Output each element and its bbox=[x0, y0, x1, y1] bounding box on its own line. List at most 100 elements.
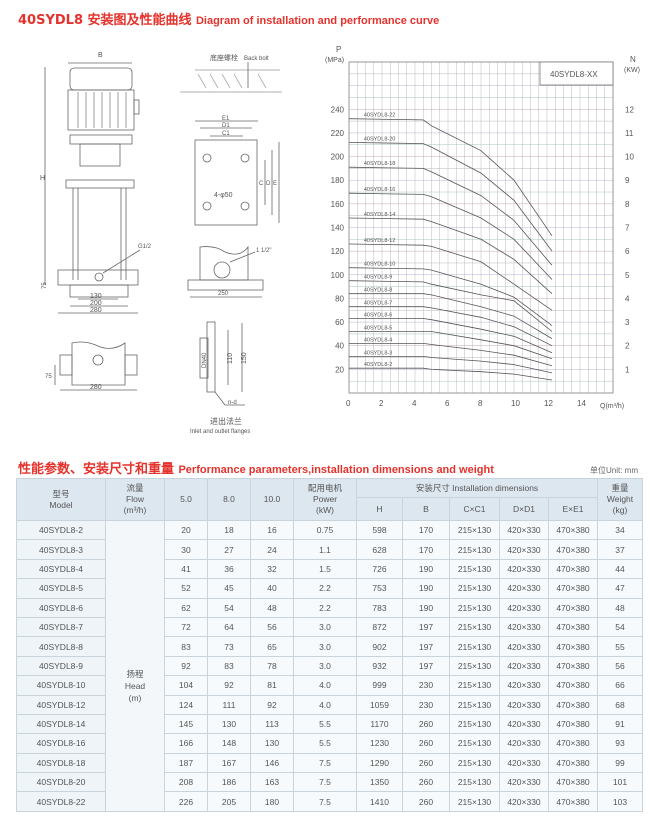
x-tick-label: 8 bbox=[478, 399, 483, 408]
value-cell: 3.0 bbox=[293, 655, 357, 677]
model-cell: 40SYDL8-9 bbox=[16, 655, 106, 677]
curve-40sydl8-6 bbox=[349, 318, 553, 354]
value-cell: 55 bbox=[597, 636, 643, 657]
value-cell: 92 bbox=[164, 655, 208, 677]
curve-label: 40SYDL8-18 bbox=[364, 161, 396, 167]
curve-label: 40SYDL8-4 bbox=[364, 337, 392, 343]
model-cell: 40SYDL8-7 bbox=[16, 616, 106, 638]
dim-holes: 4-φ50 bbox=[214, 192, 233, 199]
y2-tick-label: 8 bbox=[625, 200, 630, 209]
y-tick-label: 140 bbox=[331, 224, 345, 233]
value-cell: 420×330 bbox=[499, 558, 549, 580]
value-cell: 470×380 bbox=[548, 791, 598, 812]
value-cell: 92 bbox=[207, 675, 251, 696]
curve-label: 40SYDL8-14 bbox=[364, 212, 396, 218]
table-header-row: 型号 Model 流量 Flow (m³/h) 5.0 8.0 10.0 配用电机 Po… bbox=[16, 478, 643, 521]
value-cell: 54 bbox=[207, 597, 251, 618]
table-body: 40SYDL8-2 扬程 Head (m) 20 18 16 0.75 598 170 215×13… bbox=[16, 519, 643, 812]
value-cell: 1059 bbox=[356, 694, 403, 715]
model-cell: 40SYDL8-22 bbox=[16, 791, 106, 812]
value-cell: 83 bbox=[207, 655, 251, 677]
value-cell: 65 bbox=[250, 636, 294, 657]
y2-tick-label: 11 bbox=[625, 129, 634, 138]
value-cell: 1230 bbox=[356, 733, 403, 754]
table-row: 40SYDL8-7 72 64 56 3.0 872 197 215×130 420×330 47… bbox=[16, 616, 643, 638]
x-tick-label: 0 bbox=[346, 399, 351, 408]
value-cell: 470×380 bbox=[548, 752, 598, 774]
page-title-cn: 40SYDL8 安装图及性能曲线 bbox=[18, 13, 192, 28]
value-cell: 215×130 bbox=[449, 558, 500, 580]
dim-280: 280 bbox=[90, 307, 102, 314]
value-cell: 420×330 bbox=[499, 597, 549, 618]
plot-border bbox=[348, 61, 614, 394]
col-ee1: E×E1 bbox=[548, 497, 598, 521]
value-cell: 215×130 bbox=[449, 655, 500, 677]
y-tick-label: 40 bbox=[335, 342, 344, 351]
chart-curves: 40SYDL8-22 40SYDL8-20 40SYDL8-18 40SYDL8-16… bbox=[348, 113, 553, 381]
pump-bottom-view: 75 280 bbox=[45, 341, 138, 391]
y-tick-label: 100 bbox=[331, 271, 345, 280]
value-cell: 170 bbox=[402, 519, 450, 541]
dim-e1: E1 bbox=[222, 116, 230, 122]
y2-tick-label: 7 bbox=[625, 224, 630, 233]
value-cell: 113 bbox=[250, 713, 294, 735]
dim-75: 75 bbox=[42, 282, 48, 289]
dim-g: G1/2 bbox=[138, 244, 152, 250]
value-cell: 56 bbox=[597, 655, 643, 677]
x-tick-label: 14 bbox=[577, 399, 586, 408]
col-q1: 5.0 bbox=[164, 478, 208, 521]
value-cell: 166 bbox=[164, 733, 208, 754]
dim-130: 130 bbox=[90, 293, 102, 300]
value-cell: 420×330 bbox=[499, 616, 549, 638]
value-cell: 34 bbox=[597, 519, 643, 541]
value-cell: 41 bbox=[164, 558, 208, 580]
col-b: B bbox=[402, 497, 450, 521]
value-cell: 470×380 bbox=[548, 519, 598, 541]
value-cell: 47 bbox=[597, 578, 643, 599]
curve-40sydl8-9 bbox=[348, 280, 553, 332]
model-cell: 40SYDL8-18 bbox=[16, 752, 106, 774]
y-tick-label: 160 bbox=[331, 200, 345, 209]
value-cell: 230 bbox=[402, 675, 450, 696]
y-tick-label: 220 bbox=[331, 129, 345, 138]
value-cell: 54 bbox=[597, 616, 643, 638]
y2-tick-label: 1 bbox=[625, 365, 630, 374]
value-cell: 2.2 bbox=[293, 597, 357, 618]
y-tick-label: 240 bbox=[331, 105, 345, 114]
value-cell: 420×330 bbox=[499, 519, 549, 541]
value-cell: 1.1 bbox=[293, 539, 357, 560]
curve-40sydl8-3 bbox=[349, 356, 553, 374]
y2-tick-label: 6 bbox=[625, 247, 630, 256]
legend-box bbox=[539, 61, 614, 86]
y-tick-label: 120 bbox=[331, 247, 345, 256]
anchor-bolt-detail: 底座螺栓 Back bolt bbox=[180, 53, 282, 93]
value-cell: 215×130 bbox=[449, 616, 500, 638]
y2-tick-label: 3 bbox=[625, 318, 630, 327]
value-cell: 420×330 bbox=[499, 636, 549, 657]
value-cell: 420×330 bbox=[499, 713, 549, 735]
value-cell: 420×330 bbox=[499, 772, 549, 793]
dim-75-bottom: 75 bbox=[45, 374, 52, 380]
value-cell: 215×130 bbox=[449, 636, 500, 657]
value-cell: 83 bbox=[164, 636, 208, 657]
value-cell: 48 bbox=[597, 597, 643, 618]
value-cell: 197 bbox=[402, 655, 450, 677]
curve-40sydl8-7 bbox=[349, 306, 553, 347]
model-cell: 40SYDL8-3 bbox=[16, 539, 106, 560]
value-cell: 420×330 bbox=[499, 578, 549, 599]
installation-drawings: B H G1/2 75 130 200 280 75 280 底座螺栓 Back… bbox=[40, 52, 282, 435]
col-power: 配用电机 Power (kW) bbox=[293, 478, 357, 521]
value-cell: 187 bbox=[164, 752, 208, 774]
col-flow: 流量 Flow (m³/h) bbox=[105, 478, 165, 521]
value-cell: 32 bbox=[250, 558, 294, 580]
value-cell: 163 bbox=[250, 772, 294, 793]
y2-axis-unit: (KW) bbox=[624, 67, 640, 74]
x-tick-label: 2 bbox=[379, 399, 384, 408]
value-cell: 30 bbox=[164, 539, 208, 560]
value-cell: 52 bbox=[164, 578, 208, 599]
table-row: 40SYDL8-5 52 45 40 2.2 753 190 215×130 420×330 47… bbox=[16, 578, 643, 599]
value-cell: 16 bbox=[250, 519, 294, 541]
dim-200: 200 bbox=[90, 300, 102, 307]
value-cell: 124 bbox=[164, 694, 208, 715]
table-row: 40SYDL8-22 226 205 180 7.5 1410 260 215×130 420×… bbox=[16, 791, 643, 812]
